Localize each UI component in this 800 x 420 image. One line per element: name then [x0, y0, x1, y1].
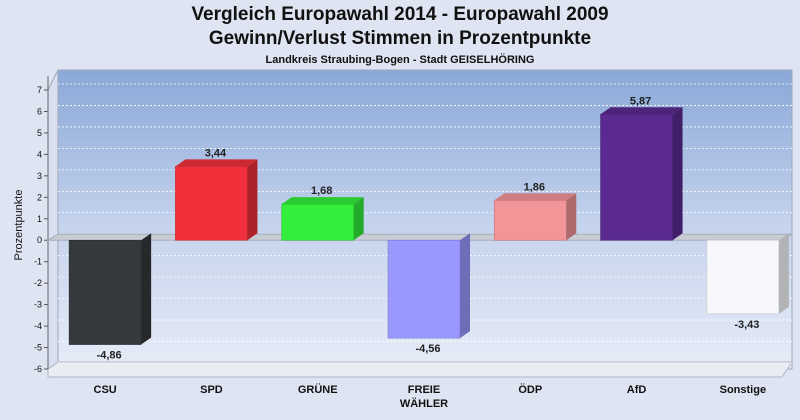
- bar-side: [566, 193, 577, 241]
- bar: [493, 200, 567, 241]
- bar-top: [494, 193, 577, 201]
- bar-top: [281, 197, 364, 205]
- y-tick-label: 7: [37, 85, 42, 95]
- bar: [706, 239, 780, 315]
- data-label: -4,56: [415, 343, 440, 355]
- bar-side: [460, 233, 470, 339]
- plot-floor: [47, 361, 793, 378]
- bar-side: [672, 107, 683, 241]
- x-tick-label: FREIE: [408, 384, 440, 396]
- x-tick-label-line2: WÄHLER: [400, 397, 448, 410]
- data-label: -3,43: [734, 319, 759, 331]
- y-tick-label: -5: [34, 343, 42, 353]
- y-tick-label: -4: [34, 321, 42, 331]
- y-tick-label: 6: [37, 106, 42, 116]
- data-label: -4,86: [97, 350, 122, 362]
- y-tick-label: 0: [37, 235, 42, 245]
- bar-top: [175, 159, 258, 167]
- x-tick-label: CSU: [94, 384, 117, 396]
- chart-subtitle: Gewinn/Verlust Stimmen in Prozentpunkte: [208, 28, 592, 49]
- y-tick-label: -2: [34, 278, 42, 288]
- x-tick-label: GRÜNE: [298, 383, 338, 396]
- y-tick-label: 2: [37, 192, 42, 202]
- bar-top: [600, 107, 683, 115]
- y-tick-label: -6: [34, 364, 42, 374]
- bar-side: [141, 233, 152, 345]
- data-label: 3,44: [205, 147, 227, 159]
- y-axis-label: Prozentpunkte: [13, 190, 25, 261]
- x-tick-label: AfD: [627, 384, 647, 396]
- y-tick-label: 4: [37, 149, 42, 159]
- bar-side: [353, 197, 364, 241]
- data-label: 1,68: [311, 185, 332, 197]
- x-tick-label: Sonstige: [720, 384, 766, 396]
- y-tick-label: 3: [37, 171, 42, 181]
- bar: [281, 203, 355, 241]
- bar: [600, 113, 673, 241]
- bar: [387, 239, 461, 339]
- data-label: 1,86: [524, 181, 545, 193]
- data-label: 5,87: [630, 95, 651, 107]
- zero-plane: [46, 233, 794, 241]
- plot-side-wall: [47, 69, 59, 370]
- chart-caption: Landkreis Straubing-Bogen - Stadt GEISEL…: [265, 54, 535, 66]
- y-tick-label: -3: [34, 300, 42, 310]
- bar: [175, 166, 248, 241]
- x-tick-label: SPD: [200, 384, 223, 396]
- bar: [68, 239, 142, 345]
- bar-side: [778, 233, 789, 314]
- y-tick-label: -1: [34, 257, 42, 267]
- y-tick-label: 5: [37, 128, 42, 138]
- bar-side: [247, 159, 258, 241]
- x-tick-label: ÖDP: [518, 383, 542, 396]
- y-tick-label: 1: [37, 214, 42, 224]
- chart-title: Vergleich Europawahl 2014 - Europawahl 2…: [191, 4, 609, 25]
